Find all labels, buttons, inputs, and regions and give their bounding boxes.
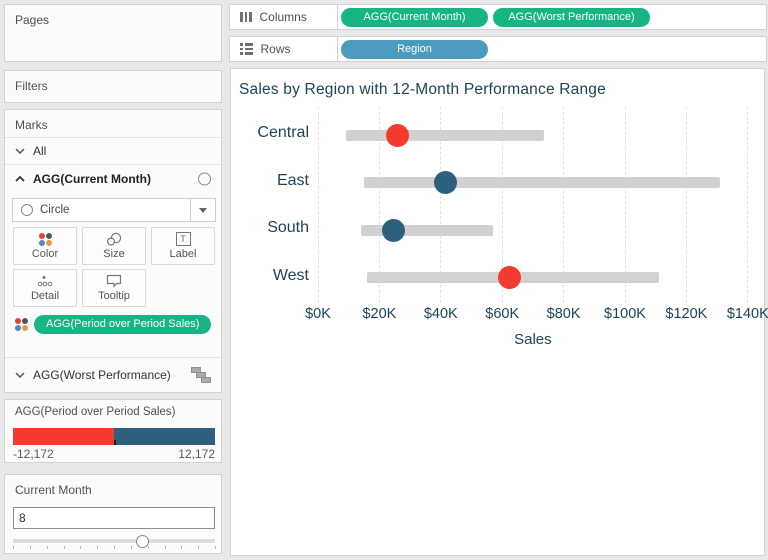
x-tick-label: $140K [726, 306, 768, 322]
mark-type-dropdown[interactable]: Circle [12, 198, 216, 222]
rows-label: Rows [260, 42, 291, 56]
chevron-down-icon [15, 147, 25, 154]
gridline [378, 107, 380, 303]
row-label: Central [257, 124, 309, 141]
slider-handle[interactable] [136, 535, 150, 548]
filters-shelf[interactable]: Filters [4, 70, 222, 103]
current-month-slider[interactable] [13, 535, 216, 551]
color-legend-title: AGG(Period over Period Sales) [15, 406, 176, 418]
gridline [685, 107, 687, 303]
x-tick-label: $40K [423, 306, 458, 322]
current-month-dot[interactable] [433, 171, 457, 195]
columns-shelf-head: Columns [230, 5, 338, 29]
marks-all-label: All [33, 143, 47, 158]
current-month-dot[interactable] [386, 123, 410, 147]
marks-current-month-label: AGG(Current Month) [33, 171, 151, 186]
chevron-down-icon [15, 371, 25, 378]
range-bar[interactable] [364, 177, 721, 189]
filters-label: Filters [15, 79, 48, 93]
row-label: South [267, 219, 309, 237]
size-icon [106, 232, 122, 246]
range-bar[interactable] [345, 129, 544, 141]
rows-shelf-head: Rows [230, 37, 338, 61]
range-bar[interactable] [360, 224, 493, 236]
chart-title: Sales by Region with 12-Month Performanc… [239, 81, 606, 98]
gridline [747, 107, 749, 303]
plot-area: $0K $20K $40K $60K $80K $100K $120K $140K Sales C… [231, 69, 768, 555]
current-month-input[interactable] [13, 507, 215, 529]
detail-button[interactable]: Detail [13, 269, 77, 307]
color-encoding-row: AGG(Period over Period Sales) [5, 313, 221, 335]
circle-mark-icon [198, 172, 211, 185]
legend-center-tick [114, 440, 116, 445]
legend-max-value: 12,172 [178, 447, 215, 461]
row-label: East [276, 171, 309, 189]
color-dots-icon [38, 232, 52, 246]
marks-current-month-row[interactable]: AGG(Current Month) [5, 165, 221, 192]
slider-track[interactable] [13, 539, 215, 543]
x-tick-label: $100K [604, 306, 646, 322]
pill-agg-worst-performance[interactable]: AGG(Worst Performance) [493, 7, 650, 27]
x-tick-label: $60K [485, 306, 520, 322]
columns-icon [240, 12, 252, 22]
color-button[interactable]: Color [13, 227, 77, 265]
tooltip-button[interactable]: Tooltip [82, 269, 146, 307]
rows-icon [240, 43, 253, 55]
pill-region[interactable]: Region [341, 39, 488, 59]
detail-icon [37, 276, 53, 287]
gridline [501, 107, 503, 303]
pages-shelf[interactable]: Pages [4, 4, 222, 62]
size-button[interactable]: Size [82, 227, 146, 265]
x-tick-label: $0K [305, 306, 331, 322]
color-dots-icon[interactable] [15, 317, 28, 331]
color-legend-card: AGG(Period over Period Sales) -12,172 12… [4, 399, 222, 463]
gridline [317, 107, 319, 303]
columns-label: Columns [259, 10, 307, 24]
row-label: West [272, 266, 309, 284]
marks-worst-performance-label: AGG(Worst Performance) [33, 367, 171, 382]
pages-label: Pages [15, 13, 50, 27]
current-month-dot[interactable] [498, 266, 522, 290]
rows-shelf[interactable]: Rows Region [229, 36, 767, 62]
current-month-dot[interactable] [381, 218, 405, 242]
worksheet-canvas: Columns AGG(Current Month) AGG(Worst Per… [228, 0, 768, 560]
gantt-bar-icon [191, 366, 211, 383]
legend-positive-half [114, 428, 215, 445]
caret-down-icon [199, 207, 207, 213]
marks-all-row[interactable]: All [5, 138, 221, 163]
pill-period-over-period-sales[interactable]: AGG(Period over Period Sales) [34, 314, 212, 334]
tooltip-icon [106, 274, 122, 288]
circle-mark-icon [21, 204, 33, 216]
label-icon: T [175, 232, 191, 246]
x-tick-label: $80K [546, 306, 581, 322]
mark-type-value: Circle [40, 204, 70, 216]
gridline [563, 107, 565, 303]
legend-negative-half [13, 428, 114, 445]
parameter-title: Current Month [15, 483, 92, 497]
parameter-card: Current Month [4, 474, 222, 554]
chart: Sales by Region with 12-Month Performanc… [230, 68, 768, 556]
legend-min-value: -12,172 [13, 447, 54, 461]
dropdown-caret[interactable] [190, 199, 215, 221]
gridline [624, 107, 626, 303]
color-legend-gradient[interactable] [13, 428, 215, 445]
x-tick-label: $20K [362, 306, 397, 322]
gridline [440, 107, 442, 303]
slider-ticks [13, 546, 216, 550]
marks-worst-performance-row[interactable]: AGG(Worst Performance) [5, 358, 221, 391]
marks-card: Marks All AGG(Current Month) Circle [4, 109, 222, 393]
pill-agg-current-month[interactable]: AGG(Current Month) [341, 7, 488, 27]
columns-shelf[interactable]: Columns AGG(Current Month) AGG(Worst Per… [229, 4, 767, 30]
chevron-up-icon [15, 175, 25, 182]
x-tick-label: $120K [665, 306, 708, 322]
label-button[interactable]: T Label [151, 227, 215, 265]
x-axis-title: Sales [514, 331, 552, 348]
marks-label: Marks [15, 118, 48, 132]
